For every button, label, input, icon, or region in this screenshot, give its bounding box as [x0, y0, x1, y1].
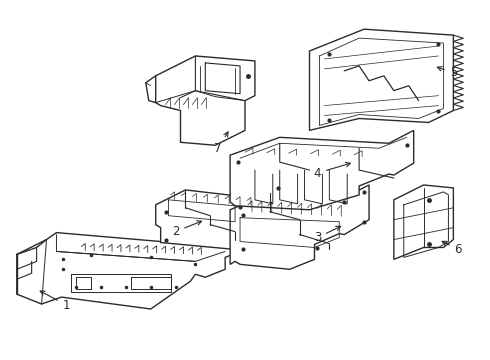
Polygon shape [156, 56, 255, 145]
Text: 4: 4 [314, 162, 350, 180]
Text: 6: 6 [442, 241, 462, 256]
Polygon shape [230, 185, 369, 269]
Polygon shape [156, 182, 285, 249]
Text: 5: 5 [438, 66, 457, 79]
Text: 3: 3 [314, 226, 341, 244]
Text: 1: 1 [40, 291, 70, 311]
Polygon shape [394, 185, 453, 260]
Polygon shape [230, 130, 414, 210]
Polygon shape [17, 230, 240, 309]
Polygon shape [310, 29, 453, 130]
Text: 7: 7 [215, 132, 228, 155]
Text: 2: 2 [172, 221, 201, 238]
